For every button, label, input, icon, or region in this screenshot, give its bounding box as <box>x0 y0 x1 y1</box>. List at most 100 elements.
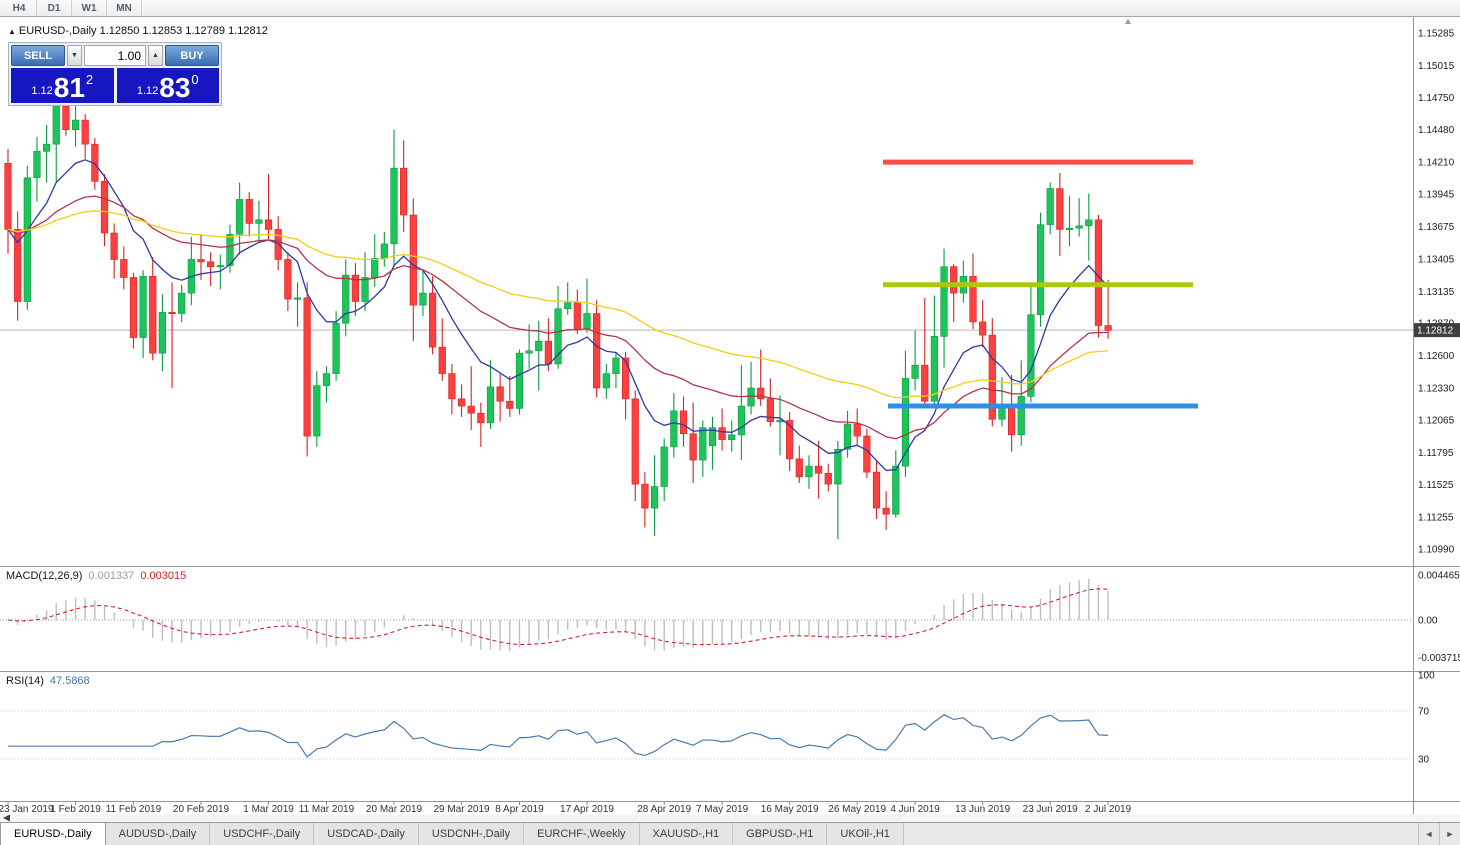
svg-text:20 Mar 2019: 20 Mar 2019 <box>366 804 423 815</box>
symbol-marker-icon: ▲ <box>8 27 16 36</box>
svg-text:13 Jun 2019: 13 Jun 2019 <box>955 804 1010 815</box>
svg-text:2 Jul 2019: 2 Jul 2019 <box>1085 804 1132 815</box>
ma-line-30 <box>7 195 1109 440</box>
chart-tab-eurusd[interactable]: EURUSD-,Daily <box>0 823 106 845</box>
svg-text:1.14210: 1.14210 <box>1418 158 1455 169</box>
chart-canvas[interactable]: 1.15285 1.15015 1.14750 1.14480 1.14210 1.139… <box>0 17 1460 822</box>
svg-text:1.13135: 1.13135 <box>1418 287 1455 298</box>
svg-text:28 Apr 2019: 28 Apr 2019 <box>637 804 691 815</box>
pane-separators <box>0 566 1460 802</box>
rsi-axis[interactable]: 100 70 30 <box>1418 671 1435 766</box>
chart-tab-usdcnh[interactable]: USDCNH-,Daily <box>418 823 525 845</box>
chart-tab-eurchf[interactable]: EURCHF-,Weekly <box>524 823 640 845</box>
svg-text:1.13405: 1.13405 <box>1418 254 1455 265</box>
tab-scroll-right-button[interactable]: ► <box>1439 823 1460 845</box>
svg-text:23 Jan 2019: 23 Jan 2019 <box>0 804 54 815</box>
svg-text:7 May 2019: 7 May 2019 <box>696 804 749 815</box>
svg-text:1.14750: 1.14750 <box>1418 93 1455 104</box>
svg-text:11 Mar 2019: 11 Mar 2019 <box>299 804 355 815</box>
macd-signal-value: 0.003015 <box>140 570 187 582</box>
period-button-h4[interactable]: H4 <box>2 0 37 16</box>
chart-tab-gbpusd[interactable]: GBPUSD-,H1 <box>733 823 828 845</box>
hscroll-left-arrow-icon[interactable] <box>3 814 10 822</box>
rsi-value: 47.5868 <box>49 675 90 687</box>
macd-axis[interactable]: 0.004465 0.00 -0.003715 <box>1418 570 1460 664</box>
rsi-label: RSI(14) <box>6 675 44 687</box>
chart-tab-ukoil[interactable]: UKOil-,H1 <box>827 823 904 845</box>
chart-symbol-label: EURUSD-,Daily <box>18 25 97 37</box>
buy-price-fraction: 0 <box>191 72 199 87</box>
tab-scroll-left-button[interactable]: ◄ <box>1418 823 1439 845</box>
svg-text:1.14480: 1.14480 <box>1418 125 1455 136</box>
svg-text:-0.003715: -0.003715 <box>1418 653 1460 664</box>
svg-text:11 Feb 2019: 11 Feb 2019 <box>106 804 162 815</box>
svg-text:100: 100 <box>1418 671 1435 682</box>
sell-price-fraction: 2 <box>85 72 94 87</box>
chart-tab-xauusd[interactable]: XAUUSD-,H1 <box>639 823 734 845</box>
chart-hscrollbar[interactable] <box>0 814 1460 823</box>
svg-text:1.15015: 1.15015 <box>1418 61 1455 72</box>
svg-text:23 Jun 2019: 23 Jun 2019 <box>1023 804 1078 815</box>
svg-text:1.10990: 1.10990 <box>1418 545 1455 556</box>
price-axis[interactable]: 1.15285 1.15015 1.14750 1.14480 1.14210 1.139… <box>1414 29 1460 556</box>
svg-text:70: 70 <box>1418 707 1430 718</box>
svg-text:1 Feb 2019: 1 Feb 2019 <box>50 804 101 815</box>
buy-price-box[interactable]: 1.12 83 0 <box>116 68 219 103</box>
macd-header: MACD(12,26,9) 0.001337 0.003015 <box>6 570 186 582</box>
svg-text:1 Mar 2019: 1 Mar 2019 <box>243 804 294 815</box>
macd-label: MACD(12,26,9) <box>6 570 83 582</box>
buy-price-pips: 83 <box>159 72 191 103</box>
one-click-trade-panel: SELL ▼ ▲ BUY 1.12 81 2 1.12 83 0 <box>8 42 222 106</box>
svg-text:1.11255: 1.11255 <box>1418 513 1454 524</box>
ma-line-10 <box>7 159 1109 472</box>
period-button-mn[interactable]: MN <box>107 0 142 16</box>
period-toolbar: H4 D1 W1 MN <box>0 0 1460 17</box>
chart-tabs-bar: EURUSD-,Daily AUDUSD-,Daily USDCHF-,Daily U… <box>0 822 1460 845</box>
macd-signal-line <box>7 588 1109 646</box>
tab-scroll-buttons: ◄ ► <box>1418 823 1460 845</box>
svg-text:29 Mar 2019: 29 Mar 2019 <box>433 804 490 815</box>
chart-tab-usdchf[interactable]: USDCHF-,Daily <box>210 823 315 845</box>
svg-text:8 Apr 2019: 8 Apr 2019 <box>495 804 544 815</box>
macd-histogram <box>16 578 1109 652</box>
svg-text:1.11795: 1.11795 <box>1418 448 1454 459</box>
svg-text:0.004465: 0.004465 <box>1418 570 1460 581</box>
sell-price-box[interactable]: 1.12 81 2 <box>11 68 114 103</box>
svg-text:4 Jun 2019: 4 Jun 2019 <box>890 804 940 815</box>
chart-ohlc-values: 1.12850 1.12853 1.12789 1.12812 <box>99 25 268 37</box>
svg-text:1.12330: 1.12330 <box>1418 384 1455 395</box>
rsi-line <box>8 714 1109 758</box>
svg-text:1.13945: 1.13945 <box>1418 189 1455 200</box>
candles <box>4 49 1112 540</box>
macd-main-value: 0.001337 <box>88 570 135 582</box>
period-button-d1[interactable]: D1 <box>37 0 72 16</box>
buy-button[interactable]: BUY <box>165 45 219 66</box>
chart-shift-marker <box>1125 18 1131 24</box>
svg-text:1.12065: 1.12065 <box>1418 415 1455 426</box>
svg-text:20 Feb 2019: 20 Feb 2019 <box>173 804 230 815</box>
chart-tab-audusd[interactable]: AUDUSD-,Daily <box>105 823 211 845</box>
svg-text:1.13675: 1.13675 <box>1418 222 1455 233</box>
rsi-header: RSI(14) 47.5868 <box>6 675 90 687</box>
bid-price-badge <box>1414 323 1460 338</box>
volume-increase-button[interactable]: ▲ <box>148 45 163 66</box>
svg-text:30: 30 <box>1418 755 1430 766</box>
svg-text:17 Apr 2019: 17 Apr 2019 <box>560 804 614 815</box>
buy-price-prefix: 1.12 <box>136 85 159 97</box>
sell-price-prefix: 1.12 <box>31 85 53 97</box>
volume-input[interactable] <box>84 45 146 66</box>
sell-button[interactable]: SELL <box>11 45 65 66</box>
chart-tab-usdcad[interactable]: USDCAD-,Daily <box>314 823 419 845</box>
chart-title: ▲ EURUSD-,Daily 1.12850 1.12853 1.12789 1… <box>8 25 268 37</box>
chevron-down-icon: ▼ <box>71 52 78 59</box>
volume-decrease-button[interactable]: ▼ <box>67 45 82 66</box>
svg-text:16 May 2019: 16 May 2019 <box>761 804 819 815</box>
svg-text:0.00: 0.00 <box>1418 616 1438 627</box>
bid-price-badge-text: 1.12812 <box>1417 326 1454 337</box>
period-button-w1[interactable]: W1 <box>72 0 107 16</box>
svg-text:26 May 2019: 26 May 2019 <box>828 804 886 815</box>
ma-line-60 <box>7 210 1109 399</box>
chevron-up-icon: ▲ <box>152 52 159 59</box>
